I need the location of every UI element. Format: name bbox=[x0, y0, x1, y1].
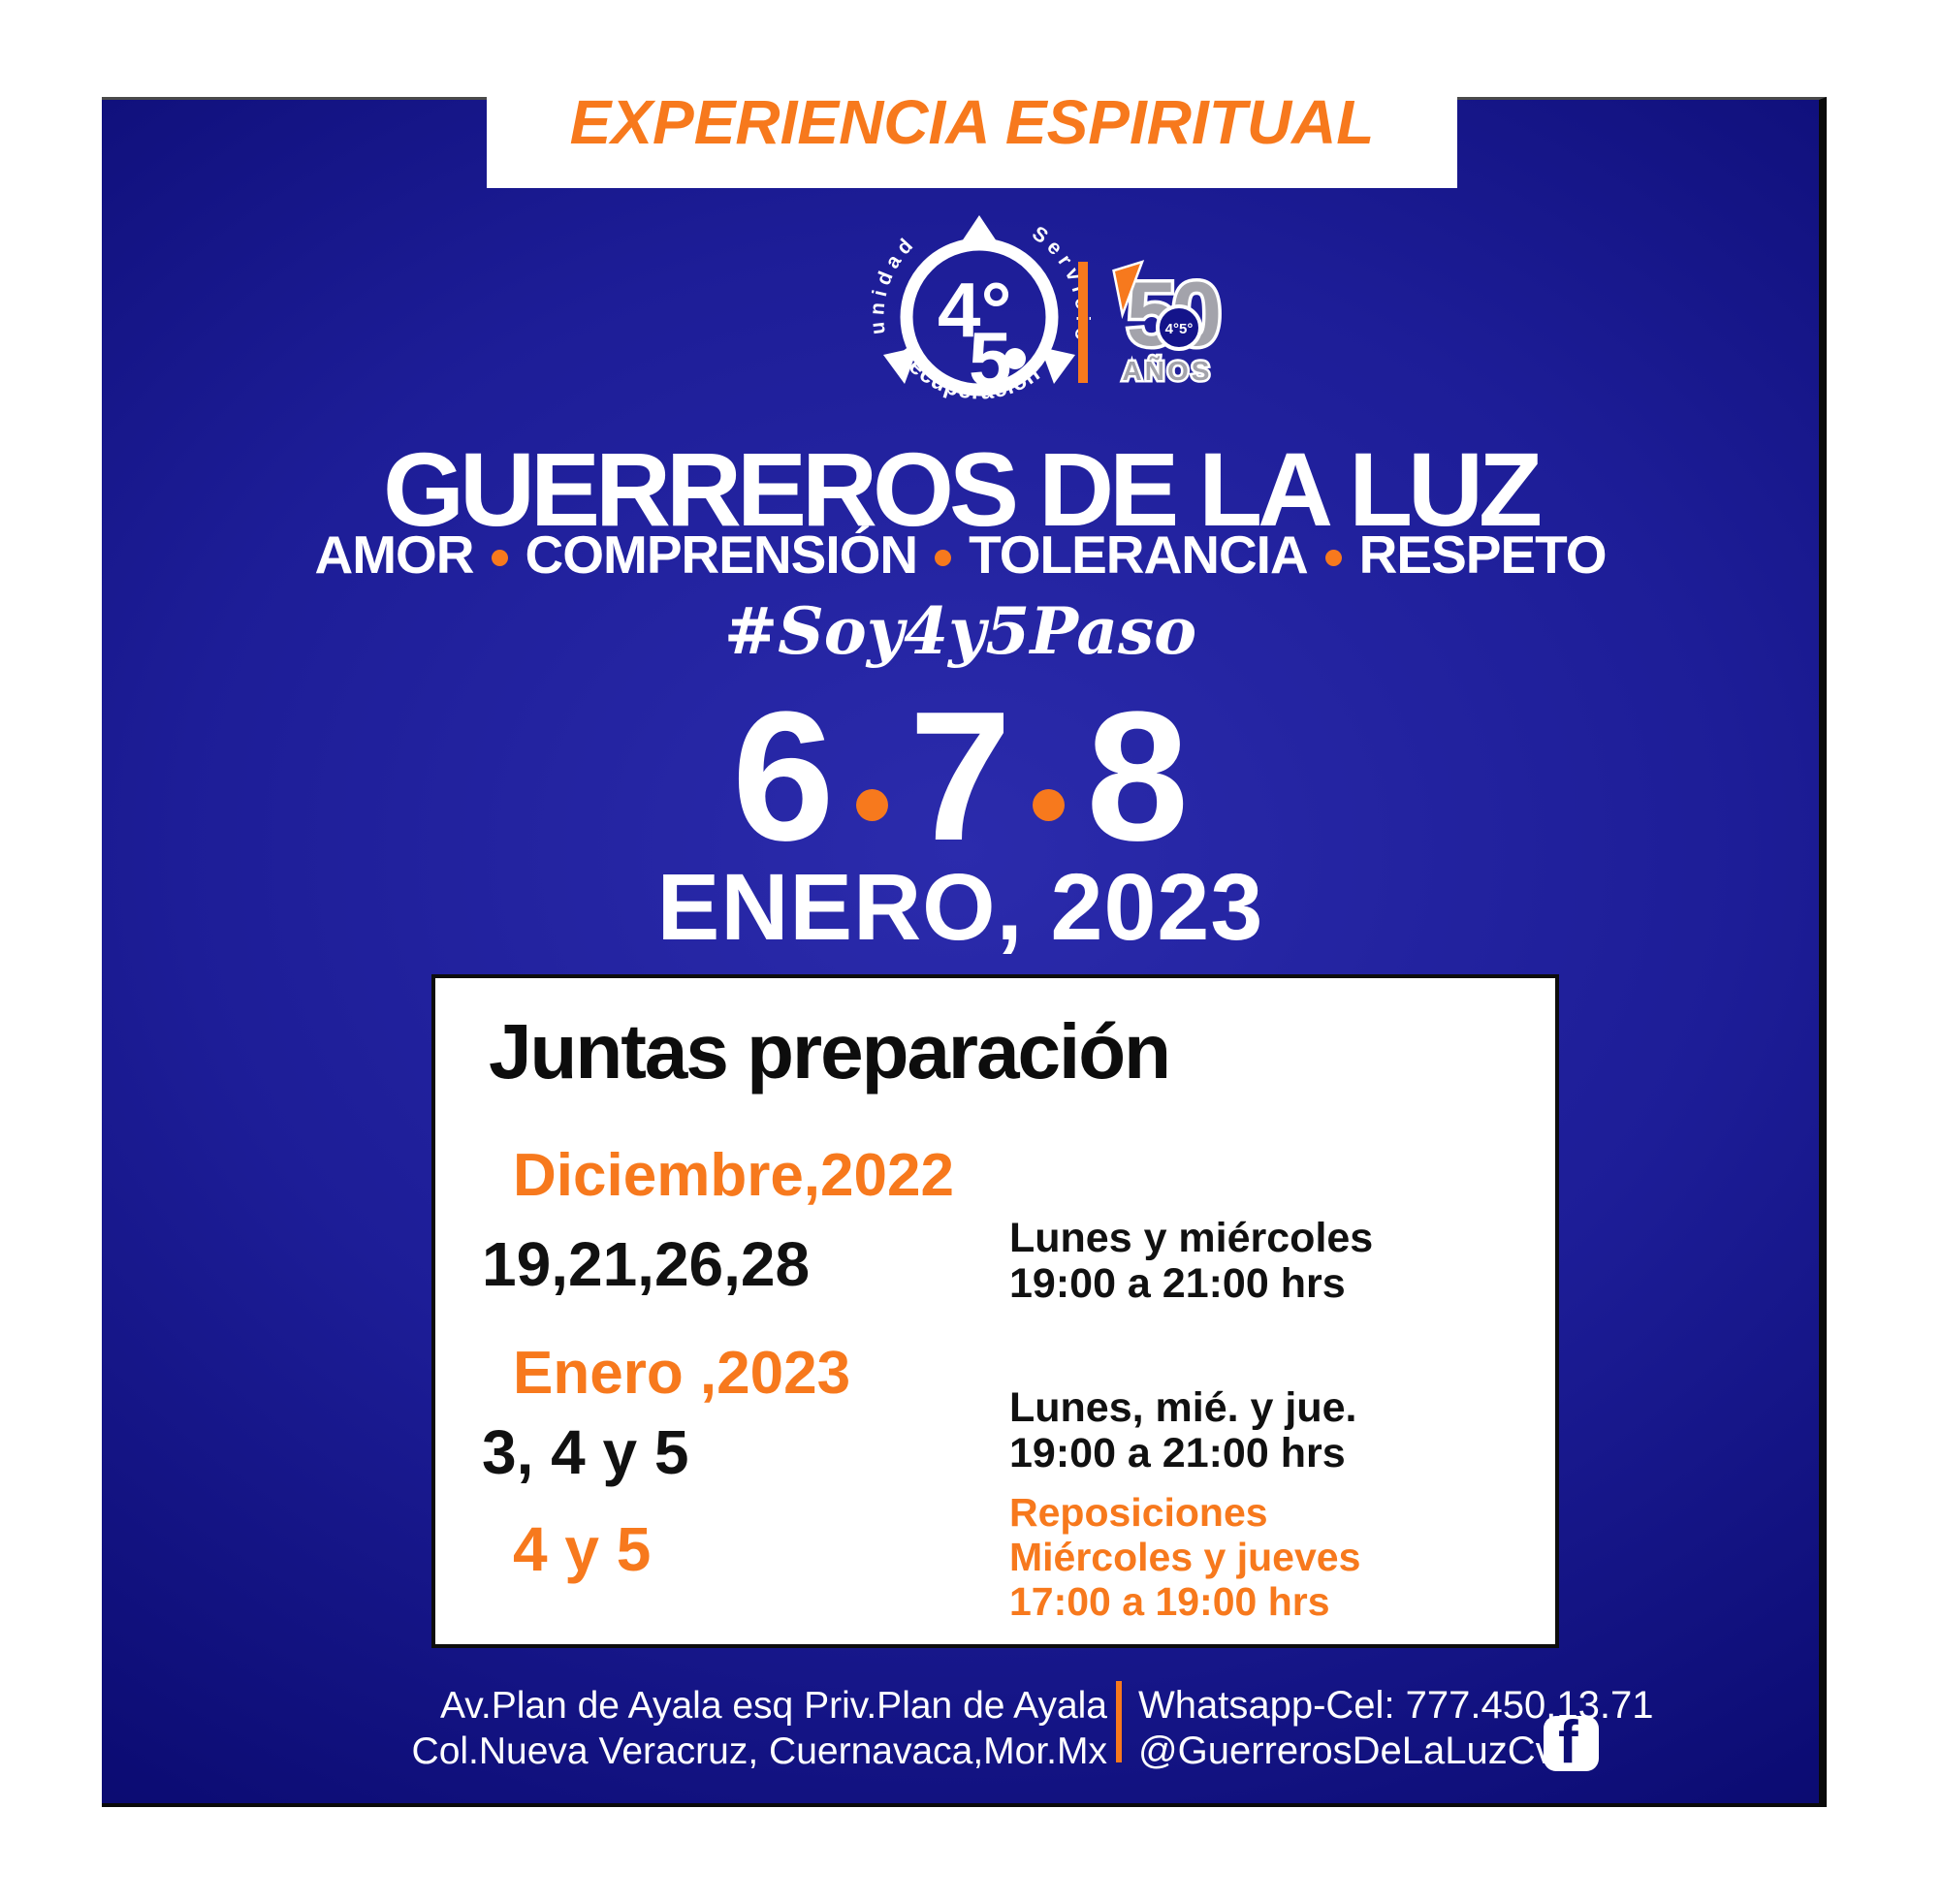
footer-address: Av.Plan de Ayala esq Priv.Plan de Ayala … bbox=[349, 1683, 1107, 1774]
schedule-box: Juntas preparación Diciembre,2022 19,21,… bbox=[431, 974, 1559, 1648]
triangle-left-icon bbox=[883, 347, 918, 384]
value-tolerancia: TOLERANCIA bbox=[969, 524, 1309, 585]
footer-divider bbox=[1116, 1681, 1122, 1762]
value-amor: AMOR bbox=[314, 524, 474, 585]
logo-dot-icon bbox=[1004, 348, 1026, 369]
extra-days: 4 y 5 bbox=[513, 1514, 652, 1584]
january-time-days: Lunes, mié. y jue. bbox=[1009, 1384, 1357, 1431]
december-time-days: Lunes y miércoles bbox=[1009, 1215, 1374, 1261]
day-dot-icon bbox=[1033, 788, 1066, 821]
event-days: 6 7 8 bbox=[102, 684, 1819, 869]
address-line-1: Av.Plan de Ayala esq Priv.Plan de Ayala bbox=[439, 1685, 1107, 1727]
event-month-year: ENERO, 2023 bbox=[656, 854, 1264, 960]
values-row: AMOR COMPRENSIÓN TOLERANCIA RESPETO bbox=[102, 524, 1819, 586]
anniversary-badge-text: 4°5° bbox=[1165, 321, 1194, 337]
triangle-top-icon bbox=[956, 215, 1003, 250]
december-time-hours: 19:00 a 21:00 hrs bbox=[1009, 1260, 1346, 1307]
top-banner: EXPERIENCIA ESPIRITUAL bbox=[487, 56, 1457, 188]
december-days: 19,21,26,28 bbox=[482, 1229, 811, 1299]
steps-logo: u n i d a d S e r v i c i o Recuperación… bbox=[866, 176, 1095, 433]
january-days: 3, 4 y 5 bbox=[482, 1417, 689, 1487]
december-times: Lunes y miércoles 19:00 a 21:00 hrs bbox=[1009, 1216, 1373, 1307]
steps-logo-icon: u n i d a d S e r v i c i o Recuperación… bbox=[866, 215, 1095, 405]
anniversary-label: AÑOS bbox=[1123, 356, 1213, 386]
event-day-8: 8 bbox=[1086, 674, 1189, 879]
value-comprension: COMPRENSIÓN bbox=[525, 524, 919, 585]
bullet-dot-icon bbox=[491, 549, 508, 566]
main-title: GUERREROS DE LA LUZ bbox=[382, 430, 1543, 548]
value-respeto: RESPETO bbox=[1358, 524, 1608, 585]
triangle-right-icon bbox=[1040, 347, 1075, 384]
reposiciones-block: Reposiciones Miércoles y jueves 17:00 a … bbox=[1009, 1490, 1360, 1624]
event-day-7: 7 bbox=[908, 674, 1012, 879]
december-label: Diciembre,2022 bbox=[513, 1142, 954, 1209]
logo-divider bbox=[1078, 262, 1088, 383]
bullet-dot-icon bbox=[1324, 549, 1342, 566]
facebook-icon[interactable]: f bbox=[1544, 1716, 1599, 1771]
schedule-heading: Juntas preparación bbox=[489, 1008, 1171, 1095]
january-times: Lunes, mié. y jue. 19:00 a 21:00 hrs bbox=[1009, 1385, 1356, 1476]
january-label: Enero ,2023 bbox=[513, 1340, 851, 1407]
day-dot-icon bbox=[855, 788, 888, 821]
footer-contact: Whatsapp-Cel: 777.450.13.71 @GuerrerosDe… bbox=[1138, 1683, 1653, 1774]
event-day-6: 6 bbox=[731, 674, 835, 879]
anniversary-logo-icon: 50 4°5° AÑOS bbox=[1112, 260, 1227, 389]
address-line-2: Col.Nueva Veracruz, Cuernavaca,Mor.Mx bbox=[411, 1730, 1107, 1772]
reposiciones-days: Miércoles y jueves bbox=[1009, 1535, 1361, 1579]
bullet-dot-icon bbox=[935, 549, 952, 566]
anniversary-logo: 50 4°5° AÑOS bbox=[1105, 258, 1233, 391]
january-time-hours: 19:00 a 21:00 hrs bbox=[1009, 1430, 1346, 1476]
reposiciones-hours: 17:00 a 19:00 hrs bbox=[1009, 1579, 1330, 1624]
banner-text: EXPERIENCIA ESPIRITUAL bbox=[569, 87, 1375, 157]
reposiciones-title: Reposiciones bbox=[1009, 1490, 1268, 1535]
anniversary-accent-icon bbox=[1112, 260, 1145, 320]
social-handle: @GuerrerosDeLaLuzCvca bbox=[1138, 1729, 1596, 1772]
hashtag: #Soy4y5Paso bbox=[723, 593, 1197, 669]
logo-step-4: 4° bbox=[938, 267, 1011, 353]
